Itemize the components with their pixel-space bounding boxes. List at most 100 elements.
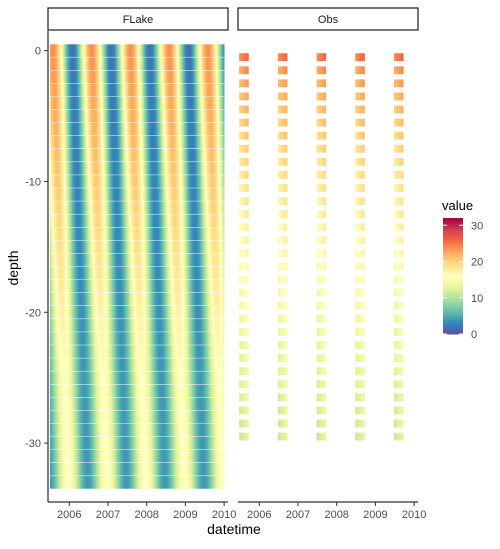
flake-tile	[97, 96, 100, 110]
flake-tile	[178, 83, 181, 97]
flake-tile	[60, 410, 62, 424]
flake-tile	[166, 44, 168, 57]
flake-tile	[54, 135, 57, 149]
flake-tile	[141, 175, 144, 188]
flake-tile	[134, 96, 137, 110]
flake-tile	[156, 149, 159, 162]
flake-tile	[59, 449, 61, 463]
flake-tile	[81, 423, 83, 437]
flake-tile	[182, 449, 184, 463]
flake-tile	[59, 162, 61, 175]
flake-tile	[177, 463, 180, 476]
flake-tile	[112, 332, 115, 345]
flake-tile	[148, 266, 151, 280]
flake-tile	[160, 162, 162, 175]
flake-tile	[197, 371, 199, 384]
flake-tile	[80, 384, 82, 398]
flake-tile	[109, 83, 111, 97]
flake-tile	[154, 44, 157, 57]
flake-tile	[175, 463, 177, 476]
flake-tile	[90, 70, 93, 84]
flake-tile	[152, 96, 154, 110]
flake-tile	[184, 96, 187, 110]
flake-tile	[123, 188, 125, 201]
flake-tile	[220, 345, 223, 358]
flake-tile	[72, 371, 74, 384]
flake-tile	[110, 319, 112, 332]
flake-tile	[92, 149, 95, 162]
flake-tile	[119, 410, 122, 424]
flake-tile	[130, 463, 132, 476]
flake-tile	[168, 253, 170, 267]
flake-tile	[157, 266, 160, 280]
flake-tile	[140, 436, 143, 450]
flake-tile	[206, 319, 209, 332]
flake-tile	[206, 292, 209, 306]
flake-tile	[169, 162, 172, 175]
flake-tile	[68, 175, 71, 188]
flake-tile	[73, 463, 75, 476]
flake-tile	[217, 332, 219, 345]
flake-tile	[185, 201, 188, 214]
flake-tile	[177, 358, 180, 371]
flake-tile	[116, 292, 118, 306]
flake-tile	[190, 214, 193, 227]
flake-tile	[157, 109, 160, 123]
flake-tile	[60, 214, 62, 227]
flake-tile	[211, 279, 213, 293]
flake-tile	[147, 384, 150, 398]
flake-tile	[109, 253, 111, 267]
flake-tile	[167, 214, 169, 227]
flake-tile	[130, 332, 132, 345]
flake-tile	[53, 384, 55, 398]
flake-tile	[58, 149, 60, 162]
flake-tile	[123, 332, 125, 345]
flake-tile	[60, 57, 62, 70]
flake-tile	[221, 319, 224, 332]
flake-tile	[210, 188, 212, 201]
flake-tile	[104, 175, 107, 188]
flake-tile	[81, 358, 83, 371]
flake-tile	[95, 436, 97, 450]
flake-tile	[161, 70, 163, 84]
flake-tile	[189, 96, 191, 110]
flake-tile	[132, 279, 134, 293]
flake-tile	[98, 332, 101, 345]
flake-tile	[117, 306, 119, 319]
flake-tile	[163, 410, 166, 424]
flake-tile	[150, 358, 153, 371]
flake-tile	[162, 122, 165, 136]
flake-tile	[51, 227, 53, 241]
flake-tile	[162, 214, 165, 227]
flake-tile	[78, 463, 81, 476]
flake-tile	[77, 122, 80, 136]
flake-tile	[114, 83, 117, 97]
flake-tile	[198, 371, 201, 384]
flake-tile	[127, 70, 130, 84]
flake-tile	[119, 135, 122, 149]
flake-tile	[199, 292, 202, 306]
flake-tile	[204, 332, 206, 345]
flake-tile	[168, 122, 170, 136]
flake-tile	[67, 292, 69, 306]
flake-tile	[120, 423, 123, 437]
flake-tile	[96, 319, 98, 332]
flake-tile	[60, 109, 62, 123]
flake-tile	[171, 175, 174, 188]
flake-tile	[200, 266, 203, 280]
flake-tile	[147, 410, 150, 424]
flake-tile	[101, 410, 103, 424]
flake-tile	[97, 149, 100, 162]
flake-tile	[181, 358, 183, 371]
flake-tile	[205, 332, 208, 345]
flake-tile	[191, 70, 194, 84]
flake-tile	[198, 96, 201, 110]
flake-tile	[132, 253, 134, 267]
flake-tile	[68, 463, 71, 476]
flake-tile	[174, 96, 176, 110]
flake-tile	[169, 253, 172, 267]
flake-tile	[102, 384, 104, 398]
flake-tile	[56, 70, 59, 84]
flake-tile	[92, 162, 95, 175]
flake-tile	[62, 57, 65, 70]
